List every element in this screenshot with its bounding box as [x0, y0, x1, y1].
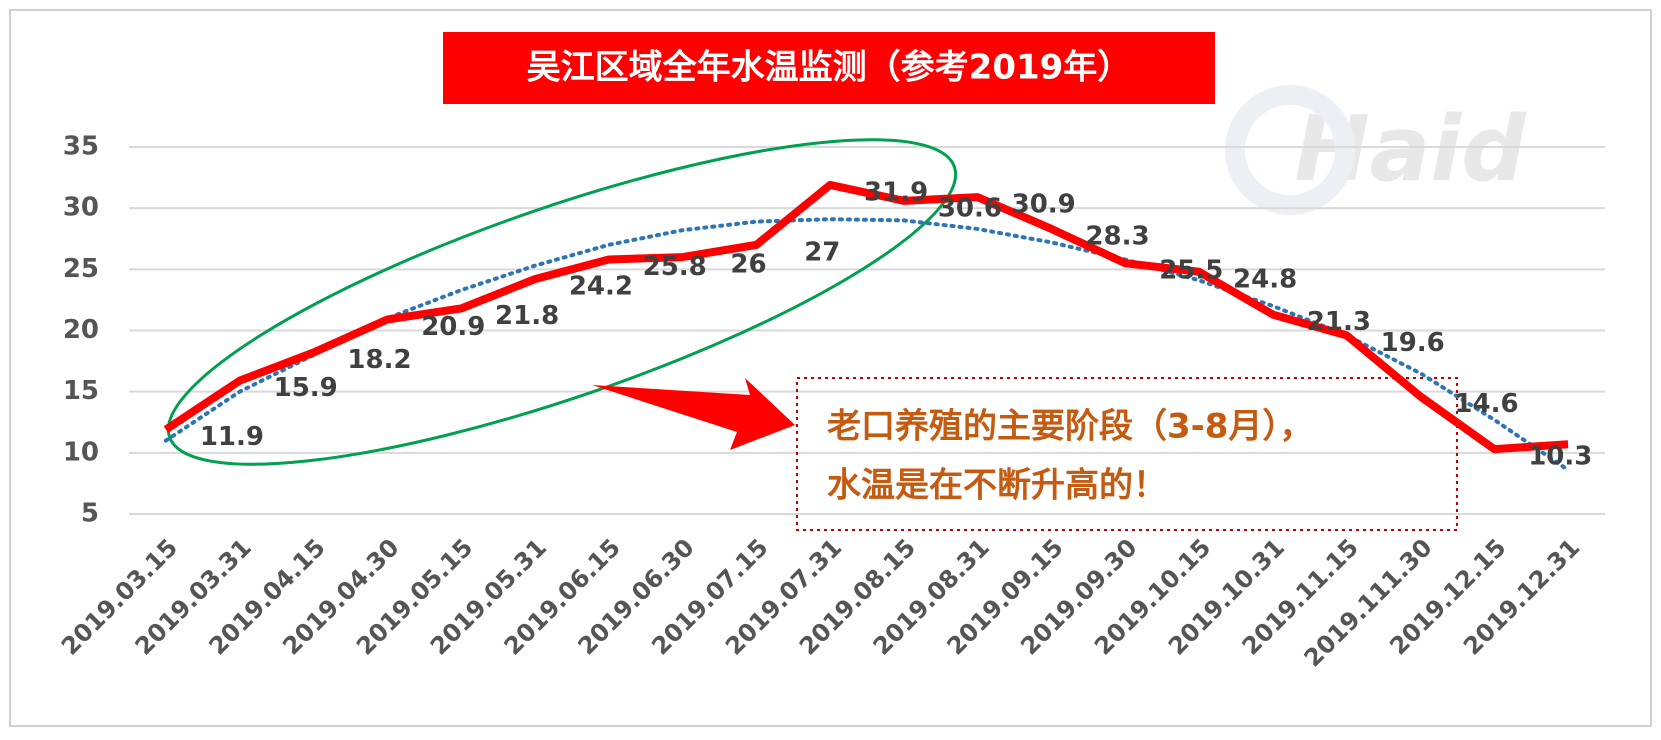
- data-label: 20.9: [421, 312, 485, 342]
- y-tick-label: 5: [81, 499, 99, 529]
- data-label: 27: [804, 237, 840, 267]
- y-tick-label: 10: [63, 437, 99, 467]
- data-label: 14.6: [1454, 389, 1518, 419]
- data-label: 28.3: [1085, 221, 1149, 251]
- data-label: 18.2: [347, 345, 411, 375]
- data-label: 19.6: [1381, 328, 1445, 358]
- data-label: 25.8: [643, 252, 707, 282]
- data-label: 15.9: [274, 373, 338, 403]
- y-tick-label: 30: [63, 193, 99, 223]
- y-tick-label: 15: [63, 376, 99, 406]
- data-label: 21.8: [495, 301, 559, 331]
- callout-box: [796, 377, 1458, 531]
- callout-line: 老口养殖的主要阶段（3-8月），: [827, 407, 1313, 447]
- data-label: 21.3: [1307, 307, 1371, 337]
- watermark-logo: [1225, 85, 1355, 215]
- chart-title: 吴江区域全年水温监测（参考2019年）: [527, 48, 1132, 88]
- data-label: 25.5: [1159, 256, 1223, 286]
- arrow: [592, 378, 795, 450]
- data-label: 24.8: [1233, 264, 1297, 294]
- highlight-ellipse: [166, 138, 958, 466]
- y-tick-label: 20: [63, 315, 99, 345]
- y-tick-label: 35: [63, 132, 99, 162]
- data-label: 31.9: [864, 177, 928, 207]
- data-label: 26: [730, 250, 766, 280]
- title-box: [443, 32, 1215, 104]
- callout-line: 水温是在不断升高的！: [827, 466, 1167, 506]
- data-label: 30.6: [938, 193, 1002, 223]
- data-label: 10.3: [1528, 442, 1592, 472]
- series-line: [163, 180, 1569, 454]
- data-label: 24.2: [569, 272, 633, 302]
- y-tick-label: 25: [63, 254, 99, 284]
- data-label: 30.9: [1012, 190, 1076, 220]
- data-label: 11.9: [200, 422, 264, 452]
